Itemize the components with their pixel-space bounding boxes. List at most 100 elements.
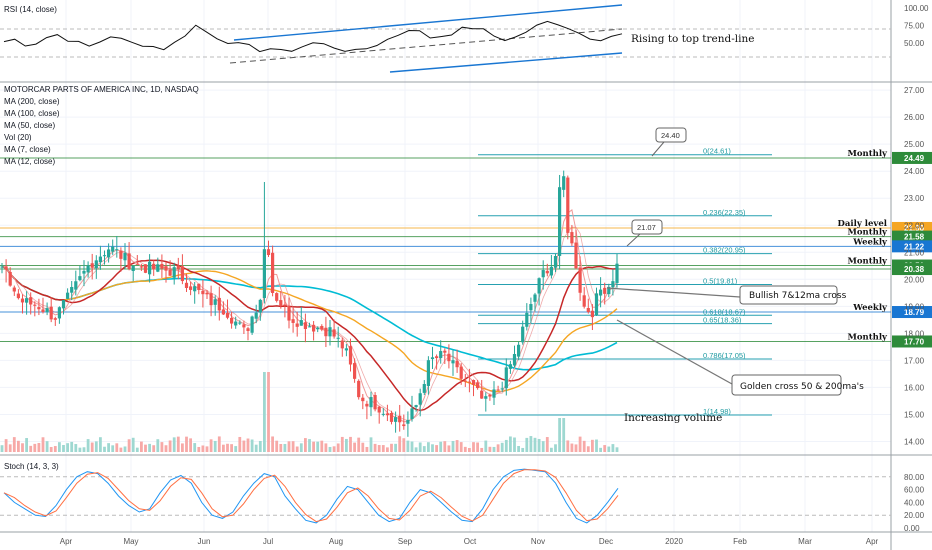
candle-body bbox=[316, 327, 320, 330]
candle-body bbox=[25, 298, 29, 303]
volume-bar bbox=[480, 447, 484, 452]
candle-body bbox=[418, 393, 422, 405]
indicator-legend: MA (200, close) MA (100, close) MA (50, cl… bbox=[4, 97, 60, 166]
candle-body bbox=[406, 420, 410, 424]
volume-bar bbox=[41, 437, 45, 452]
candle-body bbox=[385, 413, 389, 416]
rsi-upper-trendline bbox=[233, 4, 623, 41]
volume-bar bbox=[394, 443, 397, 452]
volume-bar bbox=[209, 439, 213, 452]
annotation-pointer bbox=[616, 319, 733, 385]
x-tick-label: Jul bbox=[263, 537, 273, 546]
candle-body bbox=[127, 253, 131, 270]
candle-body bbox=[152, 263, 156, 270]
candle-body bbox=[320, 326, 324, 330]
callout-pointer bbox=[626, 233, 641, 247]
horizontal-levels: Monthly 24.49 Daily level 21.90 Monthly 21.58… bbox=[0, 149, 932, 348]
candle-body bbox=[533, 294, 537, 302]
volume-bar bbox=[320, 440, 324, 452]
candle-body bbox=[16, 293, 20, 299]
volume-bar bbox=[230, 444, 233, 452]
volume-bar bbox=[148, 443, 151, 452]
volume-bar bbox=[123, 446, 127, 452]
volume-bar bbox=[463, 446, 467, 452]
candle-body bbox=[70, 287, 74, 293]
price-tag bbox=[892, 230, 932, 243]
volume-bar bbox=[529, 436, 533, 452]
fib-label: 0.65(18.36) bbox=[703, 316, 742, 325]
price-tag-text: 20.38 bbox=[904, 265, 925, 274]
x-tick-label: Apr bbox=[60, 537, 73, 546]
volume-bar bbox=[29, 445, 33, 452]
candle-body bbox=[4, 266, 8, 270]
volume-bar bbox=[70, 441, 74, 452]
annotation-golden-cross: Golden cross 50 & 200ma's bbox=[740, 382, 864, 392]
rsi-tick-label: 75.00 bbox=[904, 22, 925, 31]
candle-body bbox=[402, 424, 406, 427]
volume-bar bbox=[377, 445, 381, 452]
fib-label: 0.5(19.81) bbox=[703, 276, 738, 285]
volume-bar bbox=[422, 446, 426, 452]
candle-body bbox=[213, 299, 217, 305]
volume-bar bbox=[361, 442, 365, 452]
candle-body bbox=[426, 360, 430, 386]
volume-bar bbox=[570, 443, 574, 452]
candle-body bbox=[164, 266, 168, 271]
stoch-k-line bbox=[3, 468, 619, 524]
volume-bar bbox=[58, 442, 61, 452]
volume-bar bbox=[176, 436, 180, 452]
candle-body bbox=[184, 282, 189, 288]
volume-bar bbox=[459, 442, 463, 452]
candle-body bbox=[66, 292, 70, 299]
symbol-title: MOTORCAR PARTS OF AMERICA INC, 1D, NASDA… bbox=[4, 85, 199, 94]
volume-bar bbox=[599, 447, 602, 452]
candle-body bbox=[283, 304, 287, 306]
volume-bar bbox=[591, 439, 594, 452]
volume-bar bbox=[4, 439, 8, 452]
volume-bar bbox=[566, 440, 570, 452]
price-tick-label: 14.00 bbox=[904, 437, 925, 446]
volume-bar bbox=[45, 441, 49, 452]
volume-bar bbox=[541, 441, 545, 452]
fib-label: 0(24.61) bbox=[703, 147, 731, 156]
candle-body bbox=[53, 318, 57, 320]
candle-body bbox=[139, 266, 143, 268]
rsi-pane bbox=[0, 4, 891, 73]
candle-body bbox=[504, 367, 508, 389]
candle-body bbox=[541, 270, 545, 278]
candle-body bbox=[582, 295, 586, 307]
volume-bar bbox=[111, 445, 115, 452]
candle-body bbox=[496, 389, 500, 391]
volume-bar bbox=[62, 444, 65, 452]
candle-body bbox=[369, 397, 373, 408]
stoch-tick-label: 40.00 bbox=[904, 498, 925, 507]
candle-body bbox=[553, 256, 558, 268]
callouts: 24.40 21.07 bbox=[626, 127, 687, 247]
legend-item: MA (12, close) bbox=[4, 157, 55, 166]
candle-body bbox=[123, 252, 127, 261]
price-tick-label: 22.00 bbox=[904, 221, 925, 230]
rsi-tick-label: 100.00 bbox=[904, 4, 929, 13]
candle-body bbox=[107, 249, 111, 258]
candle-body bbox=[148, 261, 152, 275]
volume-bar bbox=[135, 447, 139, 452]
volume-bar bbox=[193, 443, 197, 452]
candle-body bbox=[611, 281, 615, 288]
candle-body bbox=[131, 265, 135, 272]
price-tick-label: 27.00 bbox=[904, 86, 925, 95]
volume-bar bbox=[398, 436, 402, 452]
candle-body bbox=[45, 308, 49, 313]
x-tick-label: Mar bbox=[798, 537, 812, 546]
candle-body bbox=[209, 293, 213, 306]
volume-bar bbox=[455, 440, 459, 452]
volume-bar bbox=[242, 440, 246, 452]
stoch-tick-label: 80.00 bbox=[904, 473, 925, 482]
candle-body bbox=[439, 351, 443, 359]
volume-bar bbox=[316, 441, 320, 452]
volume-bar bbox=[537, 438, 541, 452]
volume-bar bbox=[332, 446, 336, 452]
volume-bar bbox=[492, 446, 496, 452]
rsi-line bbox=[3, 20, 623, 53]
candle-body bbox=[86, 265, 90, 273]
